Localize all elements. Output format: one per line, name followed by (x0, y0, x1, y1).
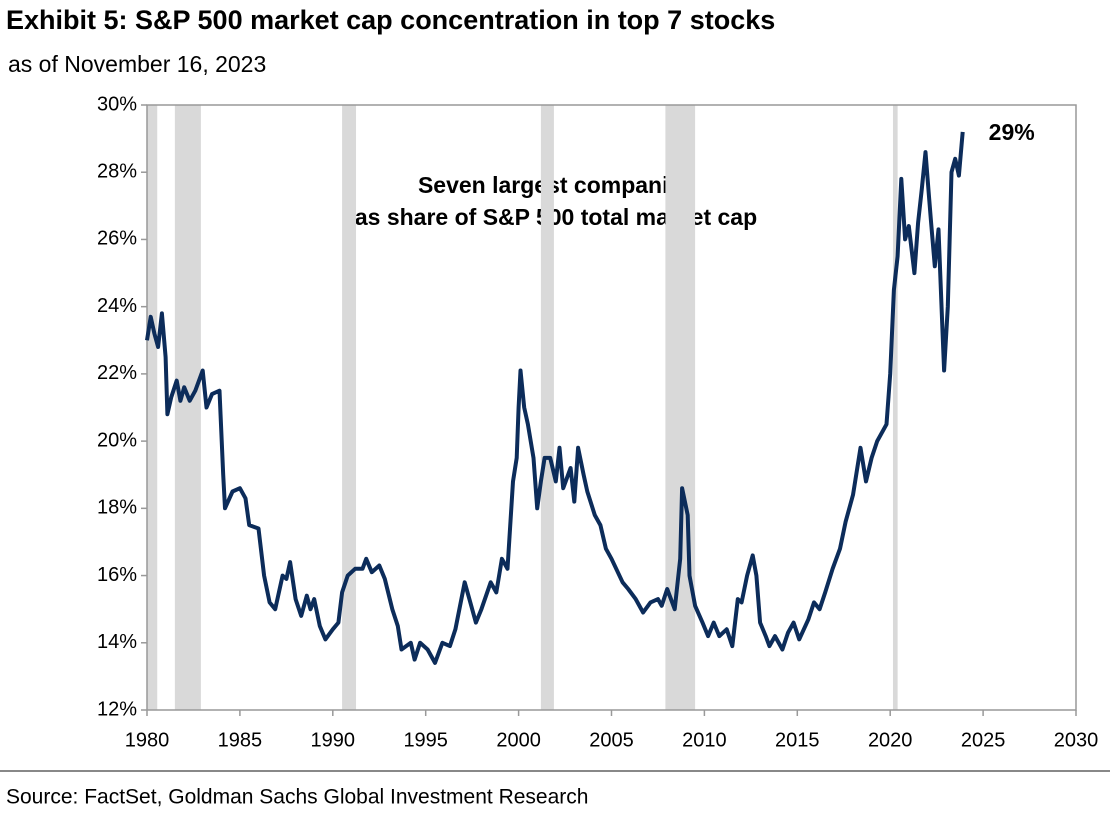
x-tick-label: 2005 (589, 729, 634, 751)
recession-band (665, 105, 696, 710)
x-tick-label: 2010 (682, 729, 727, 751)
recession-band (892, 105, 898, 710)
recession-band (540, 105, 554, 710)
y-tick-label: 30% (97, 93, 137, 115)
recession-band (342, 105, 357, 710)
recession-band (147, 105, 158, 710)
annotation: as share of S&P 500 total market cap (355, 204, 757, 230)
x-tick-label: 1995 (403, 729, 448, 751)
y-tick-label: 22% (97, 362, 137, 384)
chart-title: Exhibit 5: S&P 500 market cap concentrat… (6, 5, 775, 35)
y-tick-label: 12% (97, 698, 137, 720)
x-tick-label: 2020 (868, 729, 913, 751)
end-label: 29% (989, 119, 1035, 145)
y-tick-label: 16% (97, 564, 137, 586)
x-tick-label: 1990 (311, 729, 356, 751)
source: Source: FactSet, Goldman Sachs Global In… (6, 786, 588, 809)
x-tick-label: 1980 (125, 729, 170, 751)
y-tick-label: 14% (97, 631, 137, 653)
y-tick-label: 20% (97, 429, 137, 451)
x-tick-label: 2015 (775, 729, 820, 751)
x-tick-label: 2030 (1054, 729, 1099, 751)
x-tick-label: 1985 (218, 729, 263, 751)
recession-band (174, 105, 201, 710)
annotation: Seven largest companies (418, 172, 694, 198)
y-tick-label: 18% (97, 497, 137, 519)
chart-subtitle: as of November 16, 2023 (8, 51, 266, 77)
y-tick-label: 26% (97, 228, 137, 250)
x-tick-label: 2025 (961, 729, 1006, 751)
x-tick-label: 2000 (496, 729, 541, 751)
line-series (145, 131, 965, 665)
y-tick-label: 28% (97, 161, 137, 183)
y-tick-label: 24% (97, 295, 137, 317)
